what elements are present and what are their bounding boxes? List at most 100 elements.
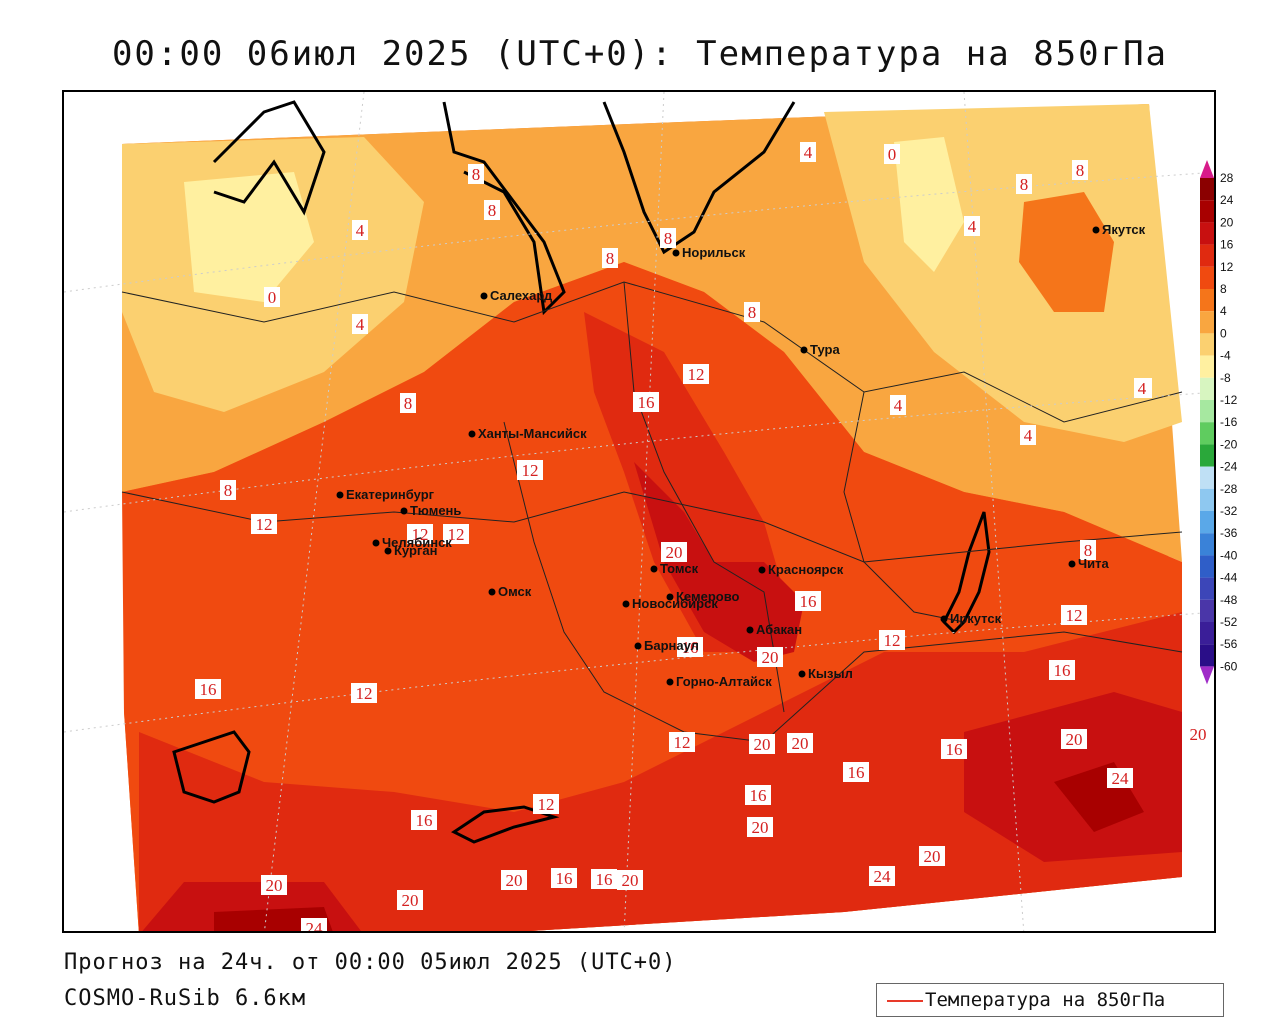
isotherm-label-box [890, 395, 906, 415]
legend: Температура на 850гПа [876, 983, 1224, 1017]
city-dot [468, 430, 476, 438]
scale-swatch [1200, 555, 1214, 578]
city-dot [672, 249, 680, 257]
isotherm-label-text: 16 [750, 786, 767, 805]
legend-label: Температура на 850гПа [925, 989, 1166, 1011]
scale-tick-label: -12 [1220, 393, 1238, 407]
isotherm-label-text: 16 [946, 740, 963, 759]
isotherm-label: 12 [533, 794, 559, 814]
isotherm-label-text: 8 [748, 303, 757, 322]
isotherm-label: 12 [879, 630, 905, 650]
isotherm-label-text: 12 [884, 631, 901, 650]
isotherm-label-text: 0 [888, 145, 897, 164]
city-dot [336, 491, 344, 499]
scale-tick-label: -52 [1220, 615, 1238, 629]
isotherm-label: 12 [669, 732, 695, 752]
isotherm-labels: 8844048880844812161284441212128201612812… [195, 142, 1211, 931]
isotherm-label: 20 [1061, 729, 1087, 749]
isotherm-label: 8 [602, 248, 618, 268]
isotherm-label: 16 [195, 679, 221, 699]
isotherm-label-box [869, 866, 895, 886]
city-dot [666, 678, 674, 686]
isotherm-label-text: 0 [268, 288, 277, 307]
scale-swatch [1200, 466, 1214, 489]
isotherm-label: 20 [1185, 724, 1211, 744]
isotherm-label: 20 [757, 647, 783, 667]
isotherm-label: 8 [1072, 160, 1088, 180]
isotherm-label: 4 [964, 216, 980, 236]
isotherm-label: 24 [1107, 768, 1133, 788]
isotherm-label-box [397, 890, 423, 910]
city-dot [746, 626, 754, 634]
model-name: COSMO-RuSib 6.6км [64, 986, 307, 1011]
city-label: Кызыл [808, 666, 853, 681]
isotherm-label: 20 [397, 890, 423, 910]
isotherm-label-box [251, 514, 277, 534]
scale-swatch [1200, 577, 1214, 600]
isotherm-label-box [1016, 174, 1032, 194]
isotherm-label-box [501, 870, 527, 890]
isotherm-label-box [400, 393, 416, 413]
city-label: Екатеринбург [346, 487, 435, 502]
scale-tick-label: 8 [1220, 282, 1227, 296]
city-label: Курган [394, 543, 437, 558]
isotherm-label-text: 16 [1054, 661, 1071, 680]
isotherm-label: 12 [517, 460, 543, 480]
scale-top-arrow [1200, 160, 1214, 178]
isotherm-label-box [301, 918, 327, 931]
isotherm-label-box [352, 314, 368, 334]
scale-swatch [1200, 244, 1214, 267]
isotherm-label-text: 8 [472, 165, 481, 184]
isotherm-label-text: 8 [488, 201, 497, 220]
isotherm-label-box [1080, 540, 1096, 560]
city-label: Якутск [1102, 222, 1146, 237]
scale-swatch [1200, 511, 1214, 534]
scale-swatch [1200, 200, 1214, 223]
isotherm-label: 4 [800, 142, 816, 162]
isotherm-label-box [591, 869, 617, 889]
isotherm-label-box [683, 364, 709, 384]
city-dot [480, 292, 488, 300]
isotherm-label-text: 20 [622, 871, 639, 890]
isotherm-label-box [1020, 425, 1036, 445]
isotherm-label-box [351, 683, 377, 703]
isotherm-label-box [411, 810, 437, 830]
isotherm-label-text: 16 [800, 592, 817, 611]
isotherm-label-box [517, 460, 543, 480]
isotherm-label: 0 [884, 144, 900, 164]
city-dot [758, 566, 766, 574]
scale-swatch [1200, 644, 1214, 667]
isotherm-label-box [352, 220, 368, 240]
city-dot [384, 547, 392, 555]
isotherm-label: 12 [351, 683, 377, 703]
isotherm-label: 20 [261, 875, 287, 895]
isotherm-label-text: 20 [754, 735, 771, 754]
zone-below-0-east [894, 137, 964, 272]
scale-tick-label: -28 [1220, 482, 1238, 496]
isotherm-label-text: 16 [848, 763, 865, 782]
city-dot [798, 670, 806, 678]
scale-tick-label: 20 [1220, 215, 1234, 229]
scale-swatch [1200, 222, 1214, 245]
isotherm-label: 12 [683, 364, 709, 384]
isotherm-label-box [744, 302, 760, 322]
isotherm-label-text: 4 [356, 221, 365, 240]
isotherm-label-text: 20 [924, 847, 941, 866]
city-dot [1092, 226, 1100, 234]
isotherm-label-box [407, 524, 433, 544]
forecast-info: Прогноз на 24ч. от 00:00 05июл 2025 (UTC… [64, 950, 677, 975]
isotherm-label-text: 16 [556, 869, 573, 888]
scale-swatch [1200, 422, 1214, 445]
scale-tick-label: -56 [1220, 637, 1238, 651]
isotherm-label: 16 [677, 637, 703, 657]
isotherm-label-box [633, 392, 659, 412]
city-label: Иркутск [950, 611, 1002, 626]
isotherm-label-box [264, 287, 280, 307]
isotherm-label-text: 20 [402, 891, 419, 910]
scale-tick-label: -44 [1220, 571, 1238, 585]
city-dot [1068, 560, 1076, 568]
isotherm-label: 16 [591, 869, 617, 889]
isotherm-label-box [1061, 605, 1087, 625]
isotherm-label-box [879, 630, 905, 650]
scale-tick-label: -36 [1220, 526, 1238, 540]
